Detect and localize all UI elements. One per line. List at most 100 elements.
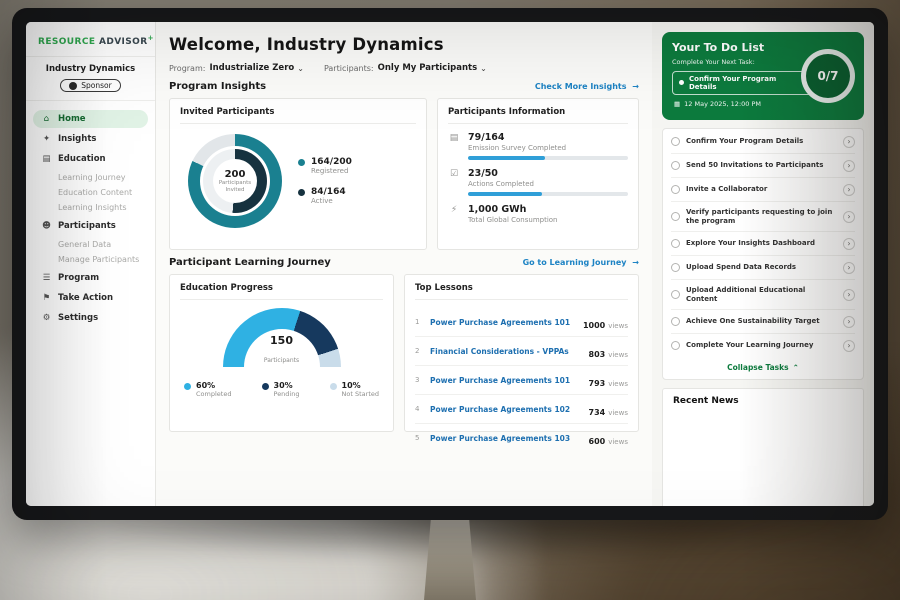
sidebar-item-manage-participants[interactable]: Manage Participants [58, 255, 140, 264]
chevron-right-icon[interactable]: › [843, 135, 855, 148]
program-insights-header: Program Insights Check More Insights → [169, 81, 639, 92]
check-more-insights-link[interactable]: Check More Insights → [535, 82, 639, 91]
task-label: Achieve One Sustainability Target [686, 317, 820, 326]
invited-participants-donut-chart: 200 Participants Invited [188, 134, 282, 228]
sidebar-item-settings[interactable]: ⚙ Settings [33, 309, 148, 327]
legend-dot-completed [184, 383, 191, 390]
donut-center-value: 200 [224, 168, 246, 180]
lesson-row: 4 Power Purchase Agreements 102 734 views [415, 395, 628, 424]
go-to-learning-journey-link[interactable]: Go to Learning Journey → [523, 258, 639, 267]
task-row-achieve-target[interactable]: Achieve One Sustainability Target › [671, 310, 855, 335]
home-icon: ⌂ [43, 114, 50, 124]
task-label: Send 50 Invitations to Participants [686, 160, 824, 169]
brand-plus: + [147, 34, 154, 42]
lesson-rank: 2 [415, 347, 420, 355]
education-progress-card: Education Progress 150 Participants [169, 274, 394, 432]
sponsor-label: Sponsor [81, 81, 112, 90]
sidebar-item-program[interactable]: ☰ Program [33, 269, 148, 287]
task-row-upload-spend-data[interactable]: Upload Spend Data Records › [671, 256, 855, 281]
lesson-row: 1 Power Purchase Agreements 101 1000 view… [415, 308, 628, 337]
task-checkbox[interactable] [671, 290, 680, 300]
sidebar-item-label: Home [58, 114, 86, 124]
sidebar-item-education-content[interactable]: Education Content [58, 188, 133, 197]
education-icon: ▤ [42, 154, 51, 164]
legend-label: Completed [196, 390, 232, 398]
task-checkbox[interactable] [671, 317, 680, 327]
chevron-right-icon[interactable]: › [843, 288, 855, 301]
task-row-send-invitations[interactable]: Send 50 Invitations to Participants › [671, 154, 855, 178]
program-icon: ☰ [42, 273, 51, 283]
sidebar-item-general-data[interactable]: General Data [58, 240, 112, 249]
task-checkbox[interactable] [671, 137, 680, 146]
task-checkbox[interactable] [671, 341, 680, 351]
chevron-right-icon[interactable]: › [843, 183, 855, 196]
program-filter-dropdown[interactable]: Program: Industrialize Zero ⌄ [169, 63, 304, 73]
task-checkbox[interactable] [671, 239, 680, 249]
task-checkbox[interactable] [671, 161, 680, 170]
consumption-icon: ⚡ [450, 205, 458, 215]
participants-information-card: Participants Information ▤ 79/164 Emissi… [437, 98, 639, 250]
chevron-right-icon[interactable]: › [843, 339, 855, 352]
legend-value: 30% [273, 381, 293, 390]
brand-advisor: ADVISOR [98, 37, 148, 47]
views-label: views [608, 379, 628, 388]
task-checkbox[interactable] [671, 212, 680, 222]
sidebar-item-education[interactable]: ▤ Education [33, 150, 148, 168]
legend-label: Not Started [341, 390, 379, 398]
sidebar-item-label: Program [58, 273, 100, 283]
task-label: Verify participants requesting to join t… [686, 207, 833, 225]
lesson-link[interactable]: Power Purchase Agreements 103 [430, 433, 571, 443]
program-filter-value: Industrialize Zero [209, 63, 295, 73]
lesson-views: 803 [588, 349, 606, 359]
arrow-right-icon: → [632, 258, 639, 267]
chevron-right-icon[interactable]: › [843, 210, 855, 223]
chevron-right-icon[interactable]: › [843, 261, 855, 274]
task-row-upload-educational-content[interactable]: Upload Additional Educational Content › [671, 280, 855, 311]
info-row-actions: ☑ 23/50 Actions Completed [448, 168, 628, 196]
sidebar-item-home[interactable]: ⌂ Home [33, 110, 148, 128]
task-row-invite-collaborator[interactable]: Invite a Collaborator › [671, 178, 855, 202]
task-checkbox[interactable] [671, 263, 680, 273]
sidebar-item-take-action[interactable]: ⚑ Take Action [33, 289, 148, 307]
lesson-row: 5 Power Purchase Agreements 103 600 views [415, 424, 628, 452]
chevron-right-icon[interactable]: › [843, 237, 855, 250]
chevron-right-icon[interactable]: › [843, 159, 855, 172]
collapse-tasks-button[interactable]: Collapse Tasks ⌃ [671, 357, 855, 377]
lesson-link[interactable]: Power Purchase Agreements 101 [430, 317, 571, 327]
chevron-right-icon[interactable]: › [843, 315, 855, 328]
recent-news-title: Recent News [673, 396, 739, 407]
sidebar-item-participants[interactable]: ☻ Participants [33, 217, 148, 235]
task-label: Upload Additional Educational Content [686, 285, 806, 303]
lesson-rank: 4 [415, 405, 420, 413]
info-value: 79/164 [468, 132, 505, 143]
sidebar: RESOURCE ADVISOR+ Industry Dynamics Spon… [26, 22, 156, 506]
sidebar-item-learning-insights[interactable]: Learning Insights [58, 203, 127, 212]
monitor-stand [424, 514, 476, 600]
lesson-link[interactable]: Financial Considerations - VPPAs [430, 346, 569, 356]
task-row-verify-participants[interactable]: Verify participants requesting to join t… [671, 202, 855, 233]
learning-journey-header: Participant Learning Journey Go to Learn… [169, 257, 639, 268]
sidebar-item-label: Insights [58, 134, 97, 144]
task-row-complete-learning-journey[interactable]: Complete Your Learning Journey › [671, 334, 855, 357]
task-label: Confirm Your Program Details [686, 136, 804, 145]
sidebar-item-learning-journey[interactable]: Learning Journey [58, 173, 126, 182]
lesson-link[interactable]: Power Purchase Agreements 102 [430, 404, 571, 414]
next-task-chip[interactable]: Confirm Your Program Details [672, 70, 812, 95]
task-row-explore-insights[interactable]: Explore Your Insights Dashboard › [671, 232, 855, 257]
legend-label: Pending [273, 390, 300, 398]
participants-filter-dropdown[interactable]: Participants: Only My Participants ⌄ [324, 63, 487, 73]
gauge-center-label: Participants [263, 357, 300, 364]
legend-dot-not-started [329, 383, 337, 390]
views-label: views [608, 408, 628, 417]
task-label: Explore Your Insights Dashboard [686, 239, 816, 248]
task-checkbox[interactable] [671, 185, 680, 194]
task-row-confirm-program[interactable]: Confirm Your Program Details › [671, 130, 855, 154]
lesson-link[interactable]: Power Purchase Agreements 101 [430, 375, 571, 385]
section-title: Participant Learning Journey [169, 257, 331, 268]
sidebar-item-insights[interactable]: ✦ Insights [33, 130, 148, 148]
legend-value: 84/164 [311, 187, 346, 197]
legend-dot-pending [261, 383, 269, 390]
chevron-down-icon: ⌄ [480, 63, 487, 73]
legend-item-active: 84/164 Active [298, 187, 352, 205]
